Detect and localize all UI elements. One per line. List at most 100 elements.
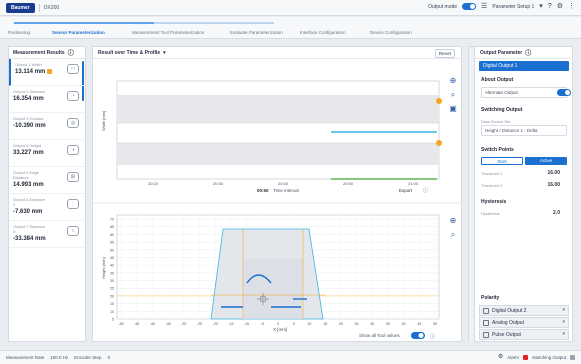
tool-icon: ⊞	[67, 172, 79, 182]
fit-icon[interactable]: ▣	[449, 104, 457, 113]
output-icon	[483, 308, 489, 314]
data-source-select[interactable]: Height / Distance 1 · Delta	[481, 125, 567, 136]
status-bar: Measurement Rate 100.0 Hz Encoder Step 0…	[0, 350, 581, 364]
measurement-row[interactable]: Output 7 Distance 3 -33.384 mm ○	[9, 221, 85, 248]
output-mode-toggle[interactable]	[462, 3, 477, 10]
active-button[interactable]: Active	[525, 157, 567, 165]
selected-output[interactable]: Digital Output 1	[479, 61, 569, 71]
chart-area: Result over Time & Profile ▾ Reset Width…	[92, 46, 463, 342]
panel-header: Measurement Results ⓘ	[9, 47, 85, 59]
gear-icon[interactable]: ⚙	[497, 354, 504, 360]
measurement-value: 16.354 mm	[13, 96, 81, 102]
hysteresis-value[interactable]: 2.0	[553, 210, 560, 216]
info-icon: ⓘ	[67, 51, 74, 57]
profile-xtick: 20	[339, 322, 343, 326]
measurement-row[interactable]: Output 6 Distance 2 -7.630 mm ⋮	[9, 194, 85, 221]
time-chart-xtick: 20:50	[343, 181, 354, 186]
measurement-value: -10.390 mm	[13, 123, 81, 129]
chart-title: Result over Time & Profile	[98, 49, 161, 56]
accordion-label: Pulse Output	[492, 331, 521, 338]
workflow-steps: Positioning Sensor Parameterization Meas…	[0, 17, 581, 39]
profile-xtick: -30	[181, 322, 186, 326]
polarity-label: Polarity	[481, 295, 500, 301]
collapse-tab[interactable]	[469, 47, 475, 343]
tool-icon: ⋮	[67, 199, 79, 209]
time-chart-xtick: 20:40	[278, 181, 289, 186]
search-icon[interactable]: ⌕	[450, 90, 456, 99]
measurement-value-text: -7.630 mm	[13, 209, 43, 215]
accordion-digital-output-2[interactable]: Digital Output 2 ▾	[479, 305, 569, 316]
profile-ytick: 55	[110, 241, 114, 245]
start-button[interactable]: Start	[481, 157, 523, 165]
chevron-down-icon: ▾	[562, 331, 565, 337]
top-bar-controls: Output mode ☰ Parameter Setup 1 ▾ ? ⚙ ⋮	[428, 3, 575, 10]
zoom-in-icon[interactable]: ⊕	[449, 76, 457, 85]
accordion-label: Analog Output	[492, 319, 524, 326]
measurement-name: Output 1 Width	[15, 62, 42, 67]
status-encoder-value: 0	[107, 355, 111, 360]
list-icon[interactable]: ☰	[481, 3, 488, 10]
reset-button[interactable]: Reset	[434, 49, 455, 58]
switching-label: Switching Output	[531, 354, 566, 360]
step-interface-configuration[interactable]: Interface Configuration	[300, 30, 346, 35]
toggle-info-icon: ⓘ	[430, 333, 435, 340]
measurement-value-text: 13.114 mm	[15, 69, 46, 76]
accordion-pulse-output[interactable]: Pulse Output ▾	[479, 329, 569, 340]
zoom-in-icon[interactable]: ⊕	[449, 216, 457, 225]
step-positioning[interactable]: Positioning	[8, 30, 31, 35]
about-output-label: About Output	[481, 77, 514, 83]
selected-output-label: Digital Output 1	[483, 63, 518, 69]
measurement-row[interactable]: Output 5 Edge Distance 14.993 mm ⊞	[9, 167, 85, 194]
profile-xtick: -5	[261, 322, 264, 326]
profile-xtick: 5	[293, 322, 295, 326]
threshold2-value[interactable]: 16.00	[547, 182, 560, 188]
panel-title: Measurement Results	[13, 49, 65, 56]
chevron-down-icon[interactable]: ▾	[539, 3, 543, 10]
profile-arc	[246, 274, 272, 284]
measurement-value-text: 14.993 mm	[13, 182, 44, 188]
measurement-row[interactable]: Output 3 Contour -10.390 mm ◎	[9, 113, 85, 140]
device-title: OX200	[43, 4, 60, 11]
profile-xtick: 10	[307, 322, 311, 326]
device-selector[interactable]: Parameter Setup 1	[492, 3, 535, 10]
step-sensor-parameterization[interactable]: Sensor Parameterization	[52, 30, 105, 35]
help-icon[interactable]: ?	[547, 3, 552, 10]
measurement-name: Output 5 Edge Distance	[13, 170, 39, 180]
accordion-analog-output[interactable]: Analog Output ▾	[479, 317, 569, 328]
profile-chart-tools: ⊕ ⌕	[447, 217, 459, 239]
scrollbar[interactable]	[82, 61, 84, 101]
chevron-down-icon: ▾	[562, 307, 565, 313]
status-rate-value: 100.0 Hz	[50, 355, 69, 360]
profile-ytick: 20	[110, 294, 114, 298]
chevron-down-icon[interactable]: ▾	[163, 49, 166, 56]
switching-indicator	[570, 354, 575, 360]
search-icon[interactable]: ⌕	[450, 230, 456, 239]
profile-ytick: 60	[110, 233, 114, 237]
measurement-row[interactable]: Output 1 Width 13.114 mm □	[9, 59, 85, 86]
progress-complete	[14, 22, 154, 24]
status-encoder-label: Encoder Step	[74, 355, 102, 360]
step-tool-parameterization[interactable]: Measurement Tool Parameterization	[132, 30, 205, 35]
show-all-values-label: Show all Tool values	[359, 333, 400, 338]
menu-icon[interactable]: ⋮	[568, 3, 575, 10]
step-device-configuration[interactable]: Device Configuration	[370, 30, 412, 35]
threshold1-value[interactable]: 16.00	[547, 170, 560, 176]
profile-chart-xlabel: X [mm]	[273, 327, 287, 332]
profile-ytick: 45	[110, 256, 114, 260]
measurement-row[interactable]: Output 4 Height 33.227 mm ◑	[9, 140, 85, 167]
gear-icon[interactable]: ⚙	[556, 3, 563, 10]
measurement-name: Output 4 Height	[13, 143, 42, 148]
measurement-name: Output 7 Distance 3	[13, 224, 46, 234]
step-evaluate-parameterization[interactable]: Evaluate Parameterization	[230, 30, 283, 35]
profile-ytick: 5	[112, 318, 114, 322]
profile-xtick: -40	[150, 322, 155, 326]
profile-xtick: 40	[402, 322, 406, 326]
panel-title: Output Parameter	[480, 49, 523, 56]
output-name-field[interactable]: Alternate Output	[481, 87, 567, 98]
measurement-results-panel: Measurement Results ⓘ Output 1 Width 13.1…	[8, 46, 86, 342]
lower-limit-marker	[436, 140, 442, 146]
measurement-name: Output 2 Distance	[13, 89, 46, 94]
time-chart-band-lower	[117, 143, 439, 165]
output-enable-toggle[interactable]	[557, 89, 571, 96]
measurement-row[interactable]: Output 2 Distance 16.354 mm ◔	[9, 86, 85, 113]
